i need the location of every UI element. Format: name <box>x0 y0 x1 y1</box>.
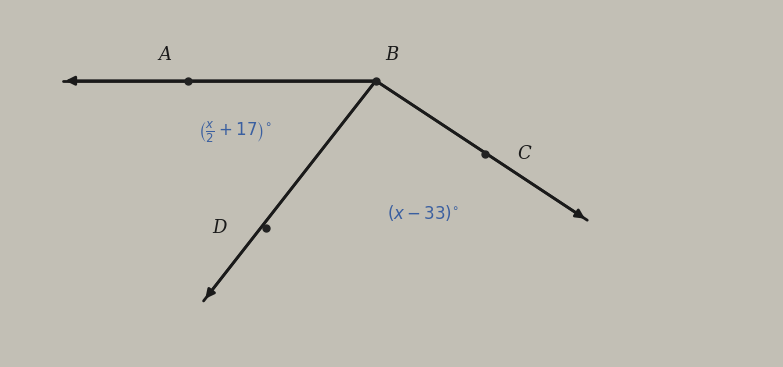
Text: B: B <box>385 46 398 64</box>
Text: C: C <box>518 145 532 163</box>
Text: D: D <box>212 218 226 237</box>
Text: A: A <box>158 46 171 64</box>
Text: $(x - 33)^{\circ}$: $(x - 33)^{\circ}$ <box>387 203 459 223</box>
Text: $\left(\frac{x}{2} + 17\right)^{\circ}$: $\left(\frac{x}{2} + 17\right)^{\circ}$ <box>198 120 272 145</box>
